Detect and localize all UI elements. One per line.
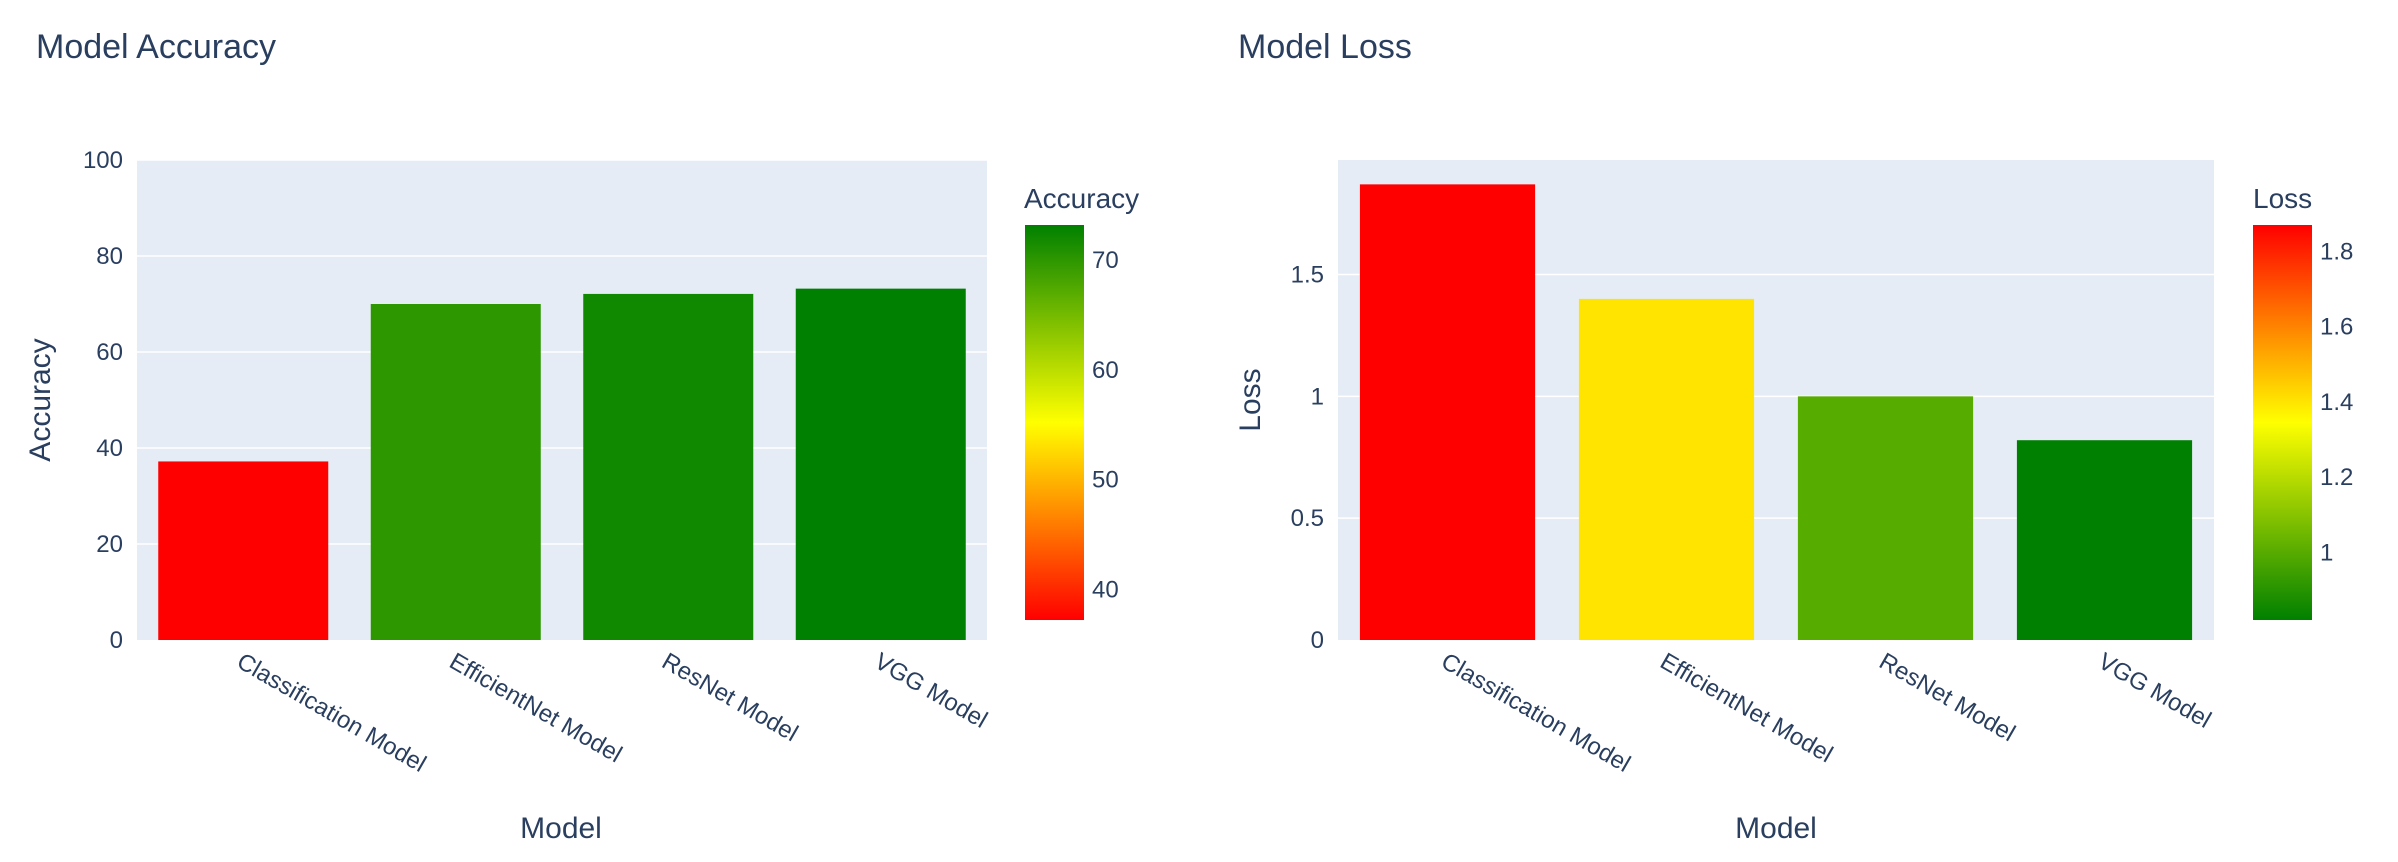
accuracy-x-axis-title: Model <box>520 812 602 845</box>
y-tick-label: 80 <box>96 243 123 270</box>
bar-vgg-model[interactable] <box>2016 440 2193 640</box>
x-tick-label: EfficientNet Model <box>445 648 627 769</box>
y-tick-label: 0.5 <box>1291 505 1324 532</box>
accuracy-colorbar-ticks: 40 50 60 70 <box>1092 247 1119 603</box>
y-tick-label: 60 <box>96 339 123 366</box>
y-tick-label: 100 <box>83 147 123 174</box>
colorbar-tick-label: 70 <box>1092 247 1119 274</box>
y-tick-label: 1.5 <box>1291 262 1324 289</box>
bar-resnet-model[interactable] <box>583 293 754 640</box>
accuracy-x-ticks: Classification Model EfficientNet Model Re… <box>232 648 992 778</box>
accuracy-colorbar-title: Accuracy <box>1024 183 1139 214</box>
bar-vgg-model[interactable] <box>795 288 966 640</box>
bar-efficientnet-model[interactable] <box>370 304 541 640</box>
colorbar-tick-label: 50 <box>1092 467 1119 494</box>
loss-colorbar-ticks: 1 1.2 1.4 1.6 1.8 <box>2320 238 2353 566</box>
loss-y-axis-title: Loss <box>1234 368 1267 431</box>
y-tick-label: 0 <box>1311 627 1324 654</box>
x-tick-label: Classification Model <box>232 648 430 778</box>
accuracy-y-ticks: 0 20 40 60 80 100 <box>83 147 123 654</box>
y-tick-label: 40 <box>96 435 123 462</box>
colorbar-tick-label: 1.8 <box>2320 238 2353 265</box>
accuracy-y-axis-title: Accuracy <box>24 338 57 461</box>
loss-y-ticks: 0 0.5 1 1.5 <box>1291 262 1324 654</box>
accuracy-chart-title: Model Accuracy <box>36 28 276 66</box>
y-tick-label: 0 <box>110 627 123 654</box>
colorbar-tick-label: 1.4 <box>2320 389 2353 416</box>
x-tick-label: Classification Model <box>1437 648 1635 778</box>
colorbar-tick-label: 60 <box>1092 357 1119 384</box>
loss-panel: Model Loss 0 0.5 1 1.5 Classification Model… <box>1234 28 2353 845</box>
x-tick-label: VGG Model <box>870 648 992 734</box>
loss-colorbar <box>2253 225 2312 620</box>
y-tick-label: 20 <box>96 531 123 558</box>
x-tick-label: ResNet Model <box>657 648 802 747</box>
accuracy-bars <box>158 288 966 640</box>
bar-classification-model[interactable] <box>1359 184 1536 640</box>
y-tick-label: 1 <box>1311 383 1324 410</box>
x-tick-label: EfficientNet Model <box>1656 648 1838 769</box>
colorbar-tick-label: 1 <box>2320 539 2333 566</box>
colorbar-tick-label: 1.2 <box>2320 464 2353 491</box>
loss-x-axis-title: Model <box>1735 812 1817 845</box>
loss-colorbar-title: Loss <box>2253 183 2312 214</box>
bar-efficientnet-model[interactable] <box>1578 298 1755 640</box>
bar-resnet-model[interactable] <box>1797 396 1974 640</box>
bar-classification-model[interactable] <box>158 461 329 640</box>
x-tick-label: VGG Model <box>2094 648 2216 734</box>
colorbar-tick-label: 40 <box>1092 576 1119 603</box>
loss-x-ticks: Classification Model EfficientNet Model Re… <box>1437 648 2216 778</box>
accuracy-colorbar <box>1025 225 1084 620</box>
loss-chart-title: Model Loss <box>1238 28 1412 66</box>
x-tick-label: ResNet Model <box>1875 648 2020 747</box>
accuracy-panel: Model Accuracy 0 20 40 60 80 100 Classificati… <box>24 28 1139 845</box>
loss-bars <box>1359 184 2193 640</box>
colorbar-tick-label: 1.6 <box>2320 314 2353 341</box>
